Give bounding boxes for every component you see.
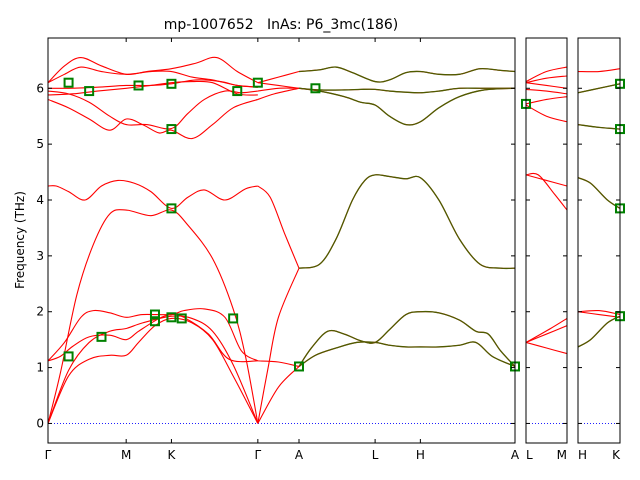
x-tick-label-A: A xyxy=(295,448,304,462)
high-symmetry-marker xyxy=(63,351,74,362)
y-tick-label: 6 xyxy=(36,81,44,95)
high-symmetry-marker xyxy=(310,83,321,94)
phonon-band-line-overlay xyxy=(578,123,620,130)
high-symmetry-marker xyxy=(63,77,74,88)
y-tick-label: 4 xyxy=(36,193,44,207)
y-tick-label: 2 xyxy=(36,305,44,319)
phonon-band-line xyxy=(298,174,515,269)
phonon-band-line-overlay xyxy=(298,174,515,270)
phonon-band-line xyxy=(257,185,300,269)
phonon-band-line xyxy=(257,70,300,84)
panel-1-plot-area xyxy=(48,56,515,424)
phonon-band-line xyxy=(48,209,259,424)
phonon-band-line-overlay xyxy=(298,87,515,126)
phonon-band-line-overlay xyxy=(578,83,620,94)
high-symmetry-marker xyxy=(166,203,177,214)
phonon-band-line xyxy=(257,82,300,89)
phonon-band-line xyxy=(526,75,567,84)
panel-1-frame xyxy=(47,37,516,444)
high-symmetry-marker xyxy=(166,124,177,135)
phonon-band-line xyxy=(526,66,567,83)
phonon-band-line-overlay xyxy=(298,310,515,367)
y-tick-label: 3 xyxy=(36,249,44,263)
chart-title: mp-1007652 InAs: P6_3mc(186) xyxy=(164,17,399,33)
high-symmetry-marker xyxy=(176,313,187,324)
high-symmetry-marker xyxy=(232,86,243,97)
panel-3-frame xyxy=(577,37,621,444)
phonon-band-line-overlay xyxy=(578,315,620,348)
phonon-band-line xyxy=(48,98,259,140)
phonon-band-line xyxy=(526,88,567,95)
phonon-band-line xyxy=(48,179,258,209)
phonon-band-line xyxy=(48,90,258,130)
phonon-band-line xyxy=(48,308,259,362)
x-tick-label-M: M xyxy=(557,448,567,462)
phonon-band-line xyxy=(48,66,258,88)
phonon-band-line xyxy=(257,267,300,424)
high-symmetry-marker xyxy=(166,312,177,323)
panel-2-frame xyxy=(525,37,568,444)
phonon-band-line xyxy=(298,341,515,367)
panel-2-plot-area xyxy=(526,66,567,424)
high-symmetry-marker xyxy=(149,309,160,320)
phonon-band-line xyxy=(48,315,259,424)
phonon-band-line xyxy=(526,325,567,343)
x-tick-label-K: K xyxy=(167,448,176,462)
x-tick-label-L: L xyxy=(526,448,533,462)
phonon-band-line xyxy=(526,174,567,187)
x-tick-label-A: A xyxy=(511,448,520,462)
phonon-band-line xyxy=(526,341,567,355)
y-tick-label: 1 xyxy=(36,361,44,375)
high-symmetry-marker xyxy=(133,80,144,91)
phonon-band-line xyxy=(578,177,620,209)
phonon-band-line xyxy=(48,317,259,424)
phonon-band-line xyxy=(526,317,567,343)
phonon-band-line-overlay xyxy=(298,66,515,83)
y-tick-label: 5 xyxy=(36,137,44,151)
high-symmetry-marker xyxy=(293,361,304,372)
phonon-band-line xyxy=(526,82,567,89)
phonon-band-line xyxy=(578,68,620,73)
phonon-band-line xyxy=(526,96,567,105)
phonon-band-line-overlay xyxy=(298,341,515,368)
phonon-band-line xyxy=(526,104,567,123)
phonon-band-line xyxy=(257,87,300,100)
x-tick-label-M: M xyxy=(121,448,131,462)
high-symmetry-marker xyxy=(166,78,177,89)
phonon-band-line xyxy=(298,311,515,367)
phonon-band-line-overlay xyxy=(578,177,620,209)
x-tick-label-Γ: Γ xyxy=(254,448,261,462)
phonon-band-line xyxy=(578,311,620,318)
phonon-band-line xyxy=(48,79,258,89)
high-symmetry-marker xyxy=(84,86,95,97)
high-symmetry-marker xyxy=(228,313,239,324)
x-tick-label-H: H xyxy=(416,448,425,462)
x-tick-label-H: H xyxy=(578,448,587,462)
phonon-band-line xyxy=(526,172,567,211)
high-symmetry-marker xyxy=(96,331,107,342)
phonon-band-line xyxy=(257,366,300,424)
y-tick-label: 0 xyxy=(36,416,44,430)
phonon-band-line xyxy=(48,313,258,363)
panel-3-plot-area xyxy=(578,68,620,424)
phonon-band-line xyxy=(257,360,300,368)
high-symmetry-marker xyxy=(149,316,160,327)
high-symmetry-marker xyxy=(252,77,263,88)
x-tick-label-K: K xyxy=(612,448,621,462)
phonon-band-line-overlay xyxy=(298,87,515,94)
x-tick-label-Γ: Γ xyxy=(45,448,52,462)
phonon-band-line xyxy=(48,56,259,84)
x-tick-label-L: L xyxy=(372,448,379,462)
y-axis-label: Frequency (THz) xyxy=(13,191,27,289)
